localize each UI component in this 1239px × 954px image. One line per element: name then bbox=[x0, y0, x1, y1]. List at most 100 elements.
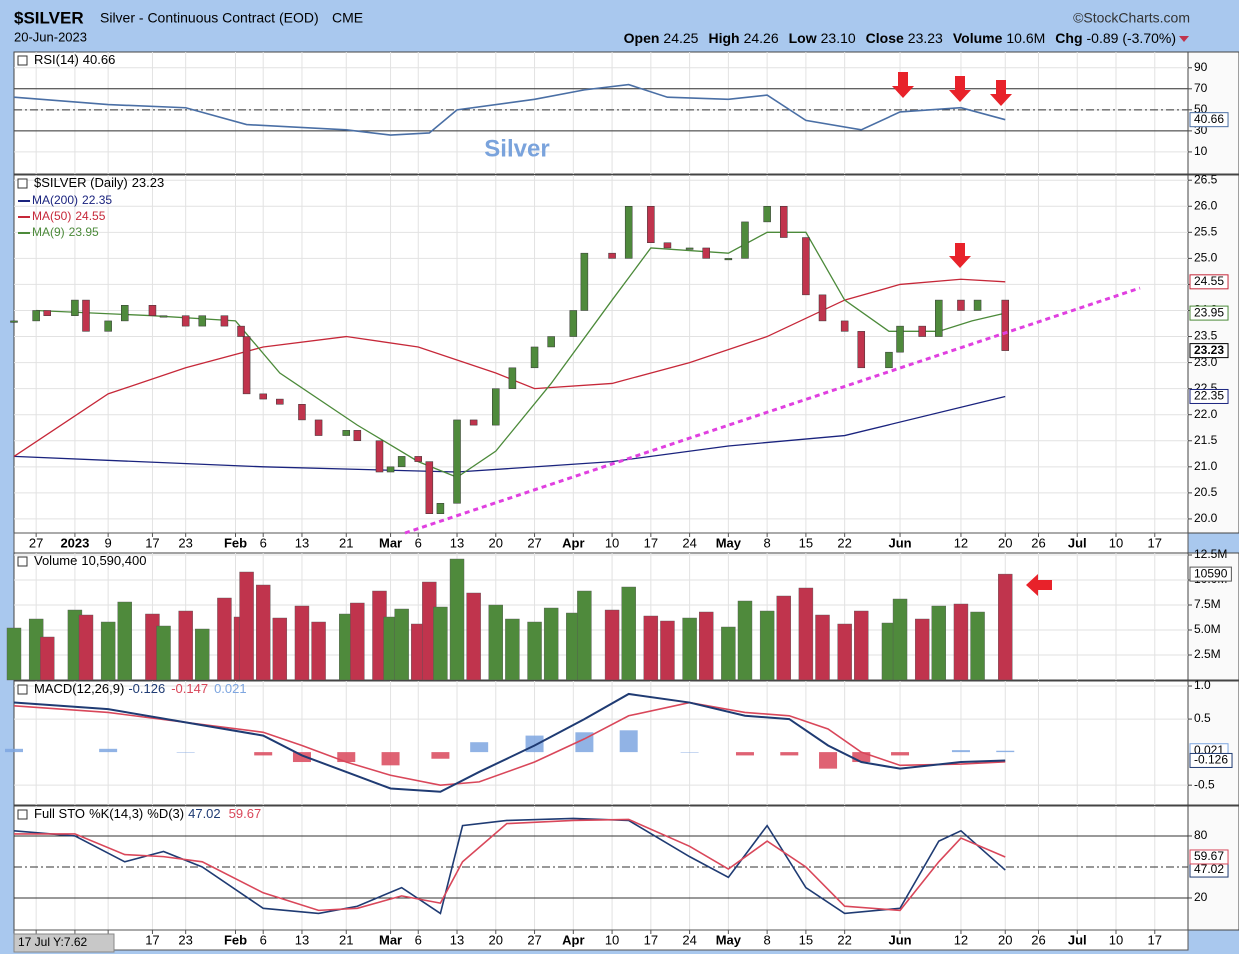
candle bbox=[702, 247, 710, 259]
x-tick-label: Feb bbox=[224, 535, 247, 550]
volume-bar bbox=[643, 615, 659, 681]
quote: Open 24.25 High 24.26 Low 23.10 Close 23.23 Volu… bbox=[624, 30, 1176, 46]
y-tick-label: 21.5 bbox=[1194, 433, 1218, 447]
y-tick-label: 20.5 bbox=[1194, 485, 1218, 499]
x-tick-label: 20 bbox=[489, 535, 503, 550]
x-tick-label: 22 bbox=[837, 535, 851, 550]
x-tick-label: 8 bbox=[764, 535, 771, 550]
y-tick-label: 23.0 bbox=[1194, 355, 1218, 369]
quote-value: 23.10 bbox=[821, 30, 856, 46]
title-text: MACD(12,26,9) bbox=[34, 681, 124, 696]
candle bbox=[547, 336, 555, 348]
candle bbox=[198, 315, 207, 327]
arrow bbox=[892, 72, 914, 98]
legend-value: 59.67 bbox=[229, 806, 262, 821]
volume-bar bbox=[40, 636, 55, 681]
histogram-bar bbox=[996, 750, 1015, 753]
y-tick-label: 70 bbox=[1194, 81, 1208, 95]
axis-panel bbox=[1187, 680, 1239, 806]
x-tick-label: Apr bbox=[562, 535, 584, 550]
x-tick-label: 10 bbox=[605, 932, 619, 947]
histogram-bar bbox=[819, 752, 838, 769]
histogram-bar bbox=[381, 752, 400, 766]
x-tick-label: 27 bbox=[29, 535, 43, 550]
candle bbox=[181, 315, 190, 327]
histogram-bar bbox=[176, 752, 195, 753]
legend-value: -0.147 bbox=[171, 681, 208, 696]
histogram-bar bbox=[431, 752, 450, 759]
histogram-bar bbox=[470, 742, 489, 753]
x-tick-label: 8 bbox=[764, 932, 771, 947]
candle bbox=[663, 242, 672, 249]
volume-bar bbox=[798, 587, 814, 681]
candle bbox=[580, 252, 589, 311]
candle bbox=[425, 461, 434, 514]
histogram-bar bbox=[780, 752, 799, 756]
x-tick-label: 20 bbox=[998, 932, 1012, 947]
x-tick-label: 27 bbox=[527, 932, 541, 947]
candle bbox=[973, 299, 982, 311]
candle bbox=[121, 305, 129, 322]
volume-bar bbox=[998, 573, 1013, 681]
candle bbox=[724, 258, 733, 261]
candle bbox=[159, 315, 168, 318]
histogram-bar bbox=[5, 748, 23, 753]
candle bbox=[492, 388, 500, 426]
histogram-bar bbox=[292, 752, 311, 763]
candle bbox=[840, 320, 849, 332]
quote-label: Low bbox=[789, 30, 817, 46]
y-tick-label: 10 bbox=[1194, 144, 1208, 158]
candle bbox=[685, 247, 694, 250]
candle bbox=[375, 440, 384, 473]
value-tag-box bbox=[1189, 112, 1229, 128]
arrow bbox=[990, 80, 1012, 106]
panel-title: Full STO %K(14,3) %D(3) 47.02 59.67 bbox=[34, 806, 261, 821]
trend-line bbox=[404, 286, 1141, 535]
volume-bar bbox=[117, 601, 132, 681]
volume-bar bbox=[527, 621, 542, 681]
volume-bar bbox=[604, 609, 620, 681]
candle bbox=[935, 299, 943, 337]
x-tick-label: Jun bbox=[888, 932, 911, 947]
x-tick-label: May bbox=[716, 535, 742, 550]
candle bbox=[414, 456, 423, 462]
y-tick-label: 90 bbox=[1194, 60, 1208, 74]
candle bbox=[82, 299, 90, 332]
series-line bbox=[13, 692, 1006, 793]
x-tick-label: 23 bbox=[178, 535, 192, 550]
candle bbox=[342, 430, 351, 436]
legend-entry: MA(200) 22.35 bbox=[32, 193, 112, 207]
legend-value: 22.35 bbox=[82, 193, 112, 207]
value-tag-box bbox=[1189, 752, 1233, 768]
candle bbox=[353, 430, 362, 442]
x-tick-label: 23 bbox=[178, 932, 192, 947]
change-arrow bbox=[1179, 36, 1189, 42]
legend-value: 0.021 bbox=[214, 681, 247, 696]
histogram-bar bbox=[254, 752, 273, 756]
volume-bar bbox=[699, 611, 714, 681]
panel-title: Volume 10,590,400 bbox=[34, 553, 146, 568]
volume-bar bbox=[466, 592, 481, 681]
cursor-box bbox=[13, 933, 115, 953]
quote-value: 23.23 bbox=[908, 30, 943, 46]
histogram-bar bbox=[951, 750, 970, 753]
arrow bbox=[1026, 574, 1052, 596]
volume-bar bbox=[892, 598, 908, 681]
x-tick-label: 9 bbox=[105, 535, 112, 550]
legend-value: 40.66 bbox=[83, 52, 116, 67]
x-tick-label: 10 bbox=[605, 535, 619, 550]
x-tick-label: 6 bbox=[260, 535, 267, 550]
quote-label: Open bbox=[624, 30, 660, 46]
x-tick-label: 6 bbox=[415, 932, 422, 947]
x-tick-label: 17 bbox=[644, 535, 658, 550]
x-tick-label: Jun bbox=[888, 535, 911, 550]
panel bbox=[13, 805, 1189, 931]
x-tick-label: 17 bbox=[1148, 932, 1162, 947]
histogram-bar bbox=[525, 735, 544, 753]
candle bbox=[453, 419, 461, 504]
candle bbox=[43, 310, 51, 316]
x-tick-label: 17 bbox=[644, 932, 658, 947]
volume-bar bbox=[195, 628, 210, 681]
